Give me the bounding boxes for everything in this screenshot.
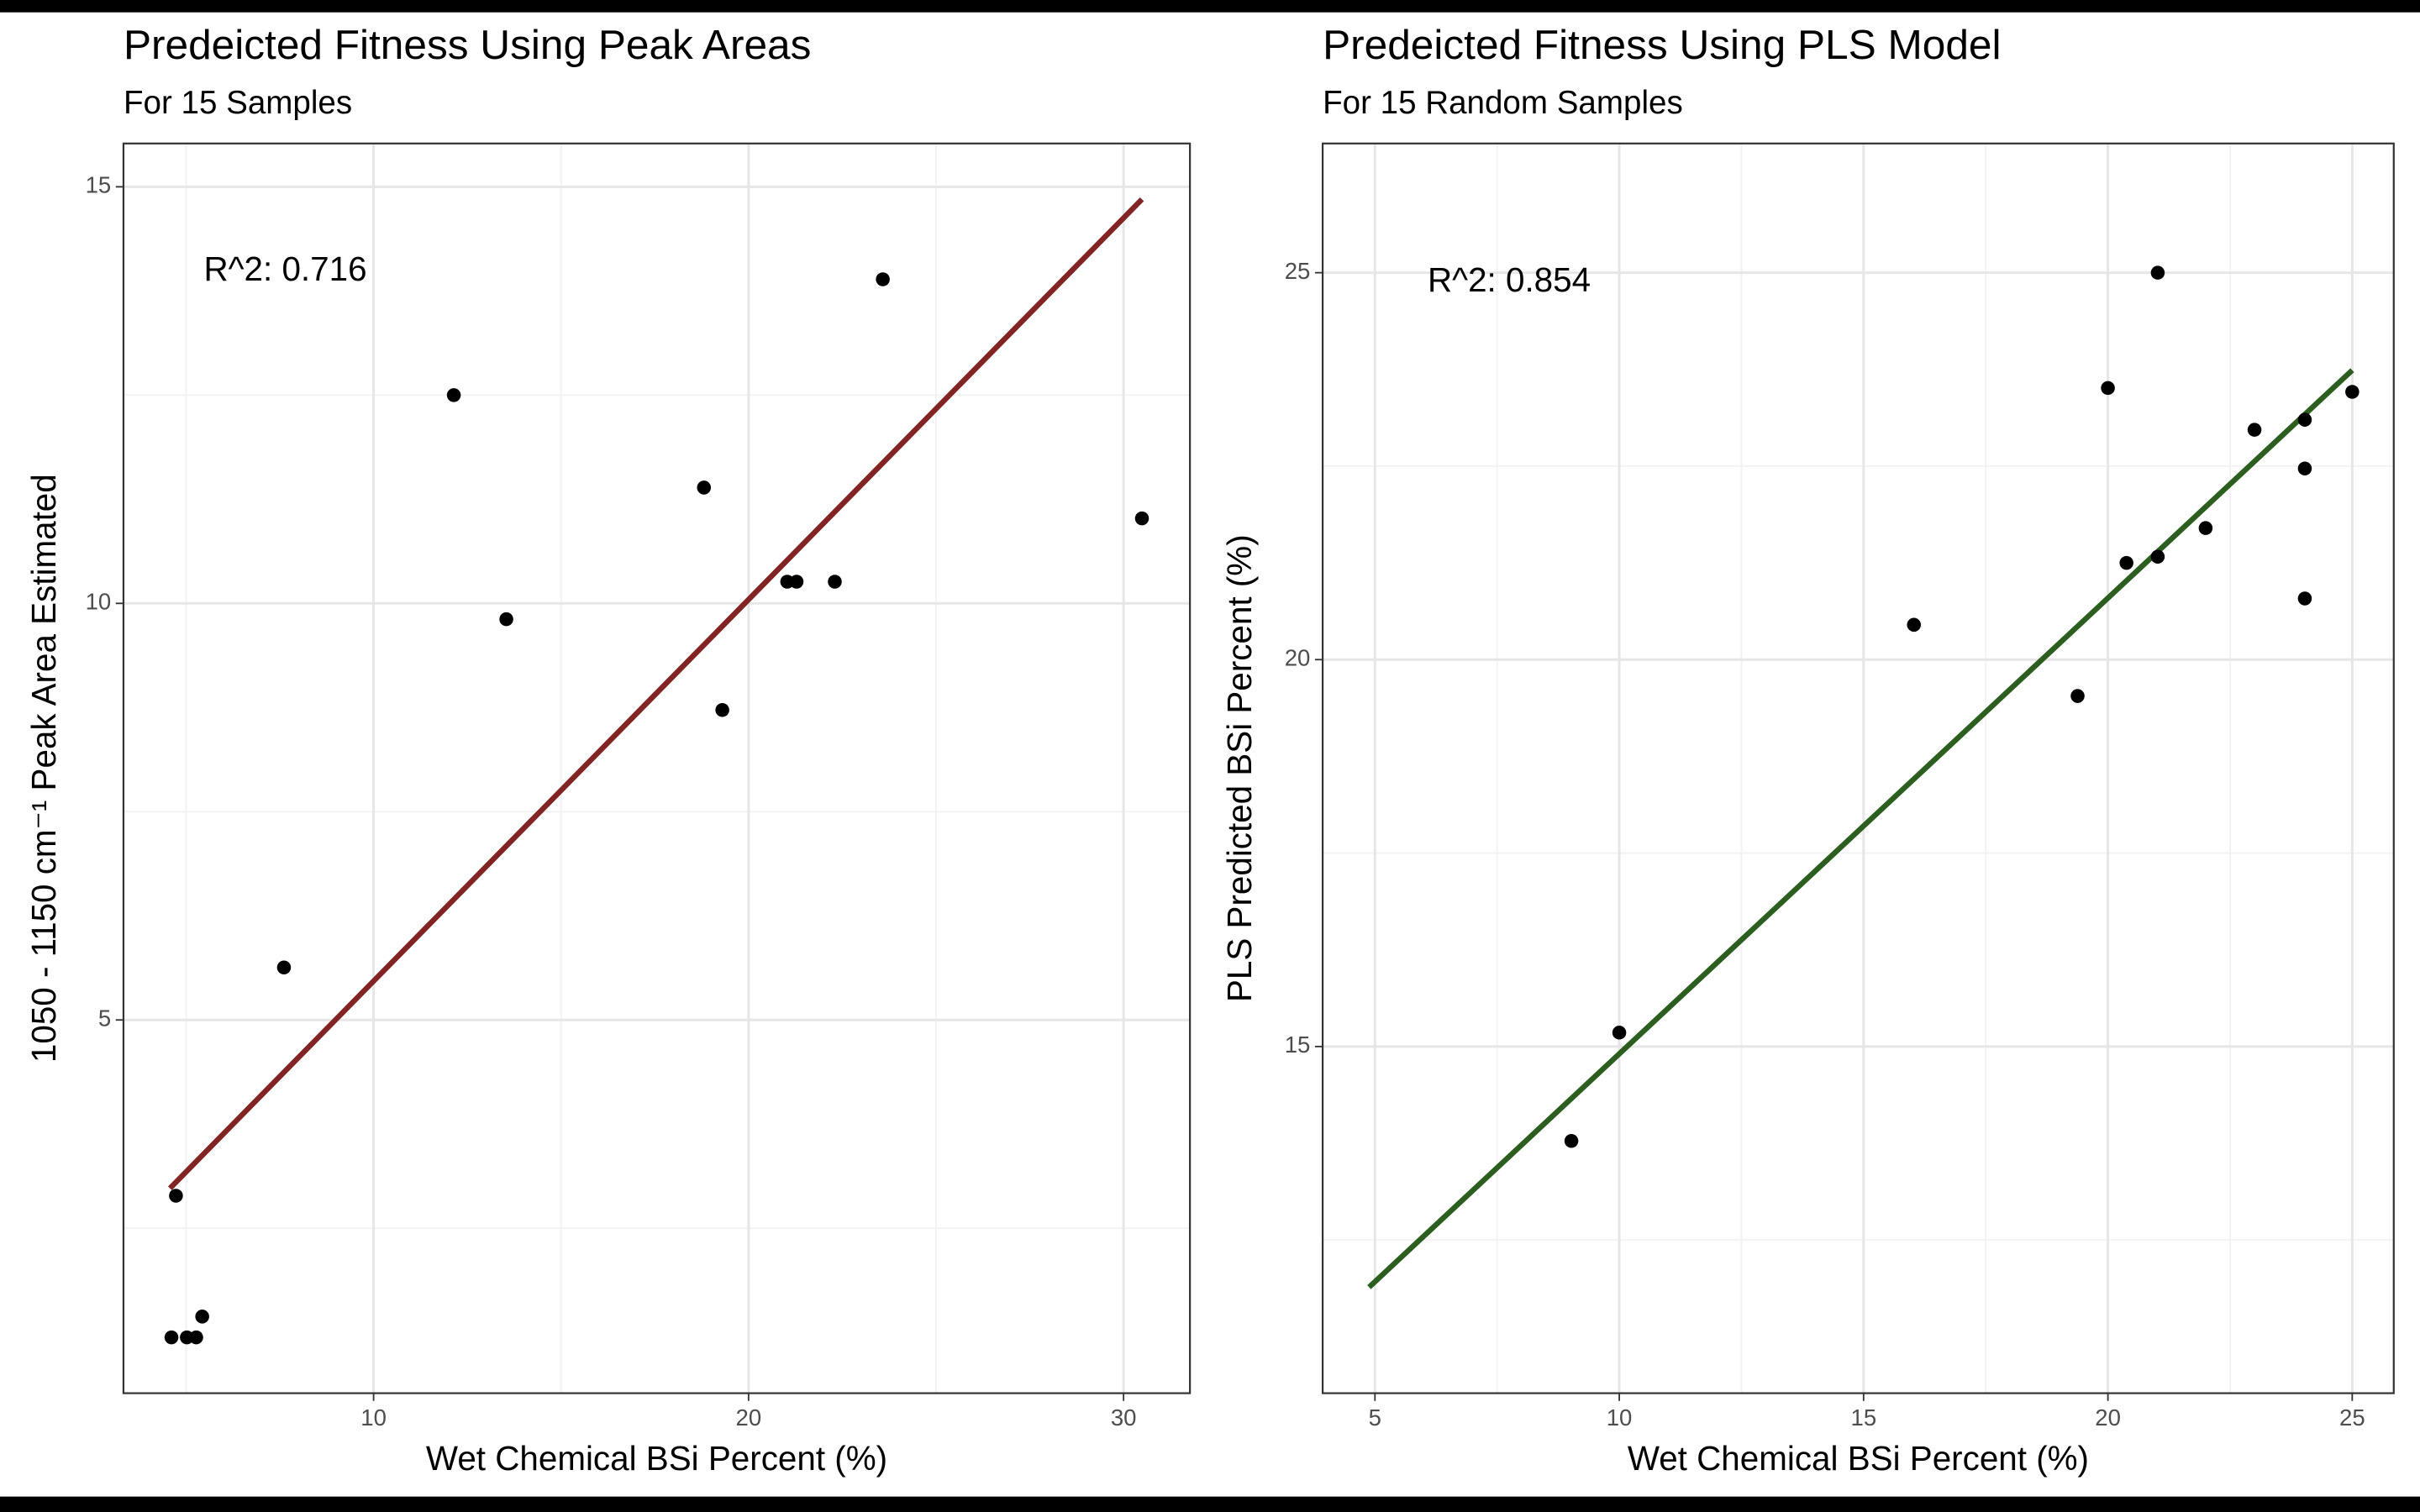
bottom-bar (0, 1496, 2420, 1512)
panel-border (122, 142, 1192, 1394)
point (189, 1330, 203, 1345)
point (446, 388, 461, 402)
point (1612, 1026, 1627, 1040)
point (2297, 412, 2312, 427)
point (2345, 385, 2360, 399)
y-tick-label: 5 (98, 1005, 111, 1032)
point (499, 612, 513, 627)
x-tick-label: 10 (360, 1404, 387, 1431)
x-tick-label: 10 (1607, 1404, 1633, 1431)
point (2150, 265, 2165, 280)
chart-subtitle: For 15 Samples (124, 85, 352, 121)
point (2101, 381, 2115, 396)
point (2297, 591, 2312, 606)
point (2198, 521, 2213, 535)
annotation: R^2: 0.854 (1428, 260, 1591, 299)
point (2297, 461, 2312, 475)
point (276, 960, 292, 975)
x-tick-label: 5 (1369, 1404, 1381, 1431)
point (2070, 689, 2085, 703)
chart-subtitle: For 15 Random Samples (1323, 85, 1683, 121)
point (789, 575, 804, 589)
point (2119, 555, 2133, 570)
x-axis-label: Wet Chemical BSi Percent (%) (426, 1439, 887, 1478)
fit-line (167, 197, 1144, 1190)
point (195, 1310, 209, 1324)
point (715, 703, 729, 717)
x-tick-label: 20 (2095, 1404, 2121, 1431)
chart-title: Predeicted Fitness Using PLS Model (1323, 21, 2001, 68)
fit-line (1367, 368, 2354, 1289)
point (164, 1330, 179, 1345)
top-bar (0, 0, 2420, 13)
point (1134, 511, 1150, 526)
x-tick-label: 25 (2339, 1404, 2365, 1431)
point (169, 1189, 183, 1203)
y-tick-label: 20 (1285, 645, 1311, 671)
x-tick-label: 15 (1851, 1404, 1877, 1431)
point (876, 272, 890, 286)
y-tick-label: 15 (86, 172, 112, 198)
x-tick-label: 30 (1111, 1404, 1137, 1431)
y-axis-label: PLS Predicted BSi Percent (%) (1220, 534, 1259, 1002)
chart-title: Predeicted Fitness Using Peak Areas (124, 21, 811, 68)
annotation: R^2: 0.716 (203, 249, 366, 288)
y-axis-label: 1050 - 1150 cm⁻¹ Peak Area Estimated (24, 474, 63, 1063)
x-axis-label: Wet Chemical BSi Percent (%) (1628, 1439, 2089, 1478)
point (1907, 617, 1921, 633)
y-tick-label: 10 (86, 589, 112, 615)
point (828, 575, 842, 589)
point (1564, 1133, 1579, 1148)
point (2150, 549, 2165, 564)
y-tick-label: 15 (1285, 1032, 1311, 1058)
y-tick-label: 25 (1285, 258, 1311, 284)
x-tick-label: 20 (736, 1404, 762, 1431)
point (697, 480, 712, 495)
panel-border (1321, 142, 2395, 1394)
point (2247, 423, 2262, 437)
